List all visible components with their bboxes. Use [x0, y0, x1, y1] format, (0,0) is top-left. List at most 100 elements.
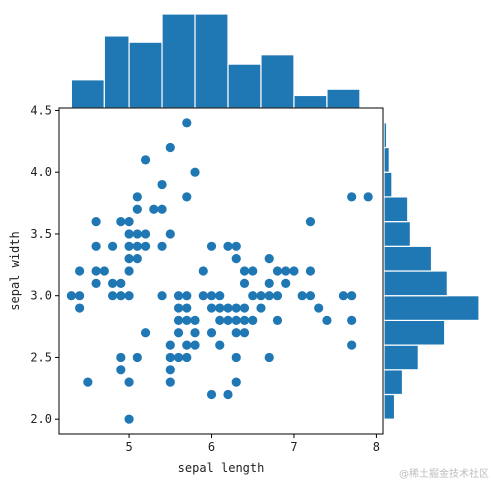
scatter-point	[182, 315, 192, 325]
scatter-point	[182, 192, 192, 202]
scatter-point	[363, 192, 373, 202]
scatter-point	[256, 303, 266, 313]
scatter-point	[231, 241, 241, 251]
scatter-point	[107, 241, 118, 251]
scatter-point	[124, 377, 134, 387]
x-histogram-bar	[260, 54, 295, 109]
y-histogram-bar	[383, 319, 446, 346]
scatter-point	[190, 340, 200, 350]
scatter-point	[91, 241, 101, 251]
scatter-point	[140, 155, 151, 165]
scatter-point	[182, 118, 192, 128]
scatter-point	[124, 414, 134, 424]
scatter-point	[272, 266, 283, 276]
y-histogram-bar	[383, 171, 393, 198]
scatter-point	[231, 303, 241, 313]
x-histogram-bar	[103, 35, 130, 109]
scatter-point	[248, 315, 258, 325]
y-histogram-bar	[383, 369, 404, 396]
scatter-point	[231, 377, 241, 387]
y-axis-label: sepal width	[8, 231, 22, 310]
watermark-text: @稀土掘金技术社区	[399, 467, 489, 480]
scatter-point	[239, 315, 250, 325]
scatter-point	[165, 142, 175, 153]
scatter-point	[75, 266, 85, 276]
scatter-point	[107, 278, 118, 288]
y-histogram-bar	[383, 196, 409, 223]
y-tick-label: 3.5	[30, 227, 52, 241]
scatter-point	[206, 389, 217, 400]
scatter-point	[140, 328, 151, 338]
plot-frame	[58, 107, 384, 435]
y-histogram-bar	[383, 221, 411, 247]
x-marginal-histogram	[70, 13, 361, 109]
scatter-point	[297, 291, 307, 301]
scatter-point	[99, 266, 109, 276]
scatter-point	[140, 241, 151, 251]
scatter-point	[173, 352, 184, 363]
scatter-point	[182, 352, 192, 363]
scatter-points	[66, 118, 373, 424]
x-histogram-bar	[293, 94, 328, 109]
scatter-point	[91, 217, 101, 227]
scatter-point	[305, 266, 316, 276]
x-axis-label: sepal length	[178, 461, 265, 475]
scatter-point	[231, 315, 241, 325]
scatter-point	[206, 241, 217, 251]
x-histogram-bar	[326, 88, 361, 109]
y-histogram-bar	[383, 270, 448, 297]
scatter-point	[314, 303, 324, 313]
scatter-point	[347, 315, 357, 325]
y-histogram-bar	[383, 295, 480, 321]
scatter-point	[264, 254, 274, 264]
scatter-point	[116, 291, 126, 301]
scatter-point	[198, 266, 208, 276]
x-tick-label: 5	[125, 440, 132, 454]
scatter-point	[206, 291, 217, 301]
scatter-point	[173, 291, 184, 301]
scatter-point	[305, 217, 316, 227]
scatter-point	[124, 241, 134, 251]
scatter-point	[182, 303, 192, 313]
scatter-point	[132, 241, 142, 251]
y-axis-ticks: 2.0 2.5 3.0 3.5 4.0 4.5	[30, 103, 59, 426]
scatter-point	[165, 365, 175, 375]
scatter-point	[347, 340, 357, 350]
y-tick-label: 2.5	[30, 350, 52, 364]
scatter-point	[190, 315, 200, 325]
scatter-point	[75, 291, 85, 301]
scatter-point	[83, 377, 93, 387]
scatter-point	[132, 229, 142, 239]
y-tick-label: 3.0	[30, 289, 52, 303]
scatter-point	[173, 315, 184, 325]
scatter-point	[239, 266, 250, 276]
scatter-plot-area: 5 6 7 8 2.0 2.5 3.0 3.5 4.0 4.5	[30, 103, 384, 454]
scatter-point	[116, 278, 126, 288]
scatter-point	[206, 328, 217, 338]
y-tick-label: 4.5	[30, 103, 52, 117]
scatter-point	[132, 192, 142, 202]
scatter-point	[124, 217, 134, 227]
scatter-point	[223, 303, 233, 313]
scatter-point	[165, 229, 175, 239]
scatter-point	[256, 291, 266, 301]
scatter-point	[248, 266, 258, 276]
y-histogram-bar	[383, 245, 433, 272]
x-histogram-bar	[70, 79, 105, 109]
y-marginal-histogram	[383, 122, 480, 420]
scatter-point	[190, 328, 200, 338]
scatter-point	[322, 315, 332, 325]
x-tick-label: 8	[373, 440, 380, 454]
scatter-point	[157, 179, 167, 190]
scatter-point	[165, 377, 175, 387]
scatter-point	[75, 303, 85, 313]
scatter-point	[124, 291, 134, 301]
scatter-point	[91, 278, 101, 288]
scatter-point	[149, 204, 159, 214]
scatter-point	[281, 278, 291, 288]
scatter-point	[124, 266, 134, 276]
scatter-point	[305, 291, 316, 301]
scatter-point	[173, 303, 184, 313]
scatter-point	[231, 328, 241, 338]
scatter-point	[231, 254, 241, 264]
